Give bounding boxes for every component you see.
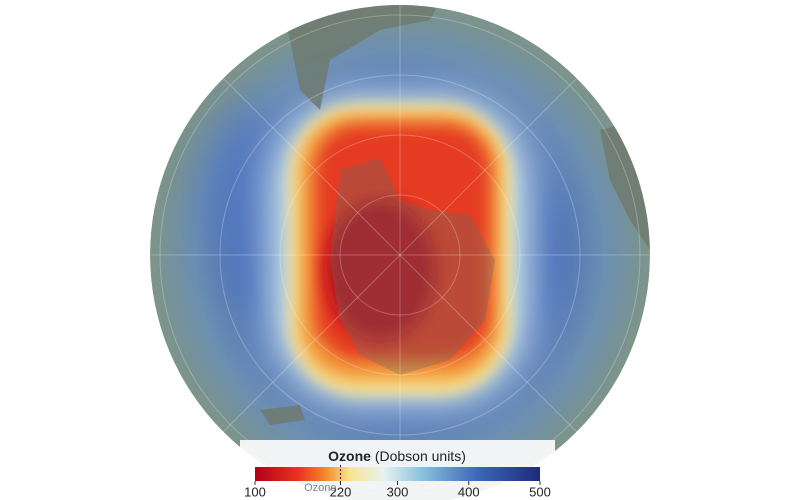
legend-unit: (Dobson units) [375, 448, 466, 464]
globe [150, 5, 650, 500]
legend-title-main: Ozone [328, 448, 371, 464]
tick-label: 300 [387, 484, 409, 499]
tick-label: 100 [244, 484, 266, 499]
marker-label: Ozone [304, 482, 336, 494]
legend-title: Ozone (Dobson units) [328, 448, 466, 464]
colorbar [255, 467, 540, 481]
tick-label: 400 [458, 484, 480, 499]
tick-label: 500 [529, 484, 551, 499]
tick-label: 220 [330, 484, 352, 499]
